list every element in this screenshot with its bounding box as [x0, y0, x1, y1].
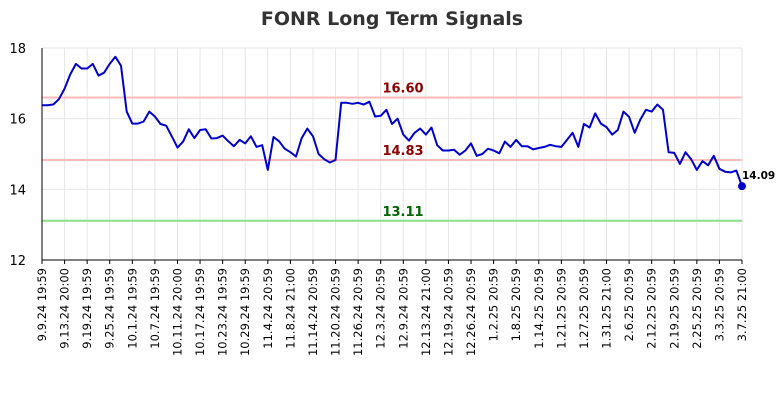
series-layer: [42, 55, 746, 191]
x-tick-label: 10.11.24 20:00: [170, 268, 184, 356]
x-tick-label: 2.25.25 20:59: [690, 268, 704, 349]
x-tick-label: 11.14.24 20:59: [306, 268, 320, 356]
last-point-marker: [738, 182, 746, 191]
last-value-label: 14.09: [742, 170, 775, 182]
reference-lines: [42, 96, 742, 222]
x-tick-label: 10.17.24 19:59: [193, 268, 207, 356]
x-tick-label: 10.29.24 19:59: [238, 268, 252, 356]
x-tick-label: 2.12.25 20:59: [645, 268, 659, 349]
x-tick-label: 1.14.25 20:59: [532, 268, 546, 349]
x-tick-label: 10.23.24 19:59: [216, 268, 230, 356]
x-tick-label: 2.19.25 20:59: [667, 268, 681, 349]
x-tick-label: 1.2.25 20:59: [487, 268, 501, 341]
x-tick-label: 11.20.24 20:59: [329, 268, 343, 356]
x-tick-label: 9.9.24 19:59: [35, 268, 49, 341]
reference-line-label: 14.83: [382, 144, 423, 159]
chart-title: FONR Long Term Signals: [261, 8, 523, 30]
series-line: [42, 55, 743, 187]
reference-line-label: 16.60: [382, 81, 423, 96]
x-tick-label: 11.26.24 20:59: [351, 268, 365, 356]
x-tick-label: 12.9.24 20:59: [396, 268, 410, 349]
y-tick-label: 14: [9, 183, 26, 198]
y-tick-label: 18: [9, 42, 26, 57]
x-tick-label: 1.31.25 21:00: [600, 268, 614, 349]
axes: [41, 48, 743, 264]
x-tick-label: 11.4.24 20:59: [261, 268, 275, 349]
x-tick-label: 9.13.24 20:00: [58, 268, 72, 349]
reference-line-label: 13.11: [382, 205, 423, 220]
x-tick-label: 9.25.24 19:59: [103, 268, 117, 349]
x-tick-label: 9.19.24 19:59: [80, 268, 94, 349]
x-tick-label: 1.27.25 20:59: [577, 268, 591, 349]
x-tick-label: 11.8.24 21:00: [283, 268, 297, 349]
x-tick-label: 3.7.25 21:00: [735, 268, 749, 341]
y-tick-label: 12: [9, 254, 26, 269]
x-tick-label: 1.21.25 20:59: [554, 268, 568, 349]
x-tick-label: 12.13.24 21:00: [419, 268, 433, 356]
labels-layer: 12 14 16 18 9.9.24 19:59 9.13.24 20:00 9.19.24…: [9, 42, 775, 356]
x-tick-label: 12.19.24 20:59: [441, 268, 455, 356]
x-tick-label: 10.1.24 19:59: [125, 268, 139, 349]
y-tick-label: 16: [9, 113, 26, 128]
x-tick-label: 3.3.25 20:59: [712, 268, 726, 341]
x-tick-label: 10.7.24 19:59: [148, 268, 162, 349]
x-tick-label: 2.6.25 20:59: [622, 268, 636, 341]
x-tick-label: 12.3.24 20:59: [374, 268, 388, 349]
x-tick-label: 1.8.25 20:59: [509, 268, 523, 341]
x-tick-label: 12.26.24 20:59: [464, 268, 478, 356]
